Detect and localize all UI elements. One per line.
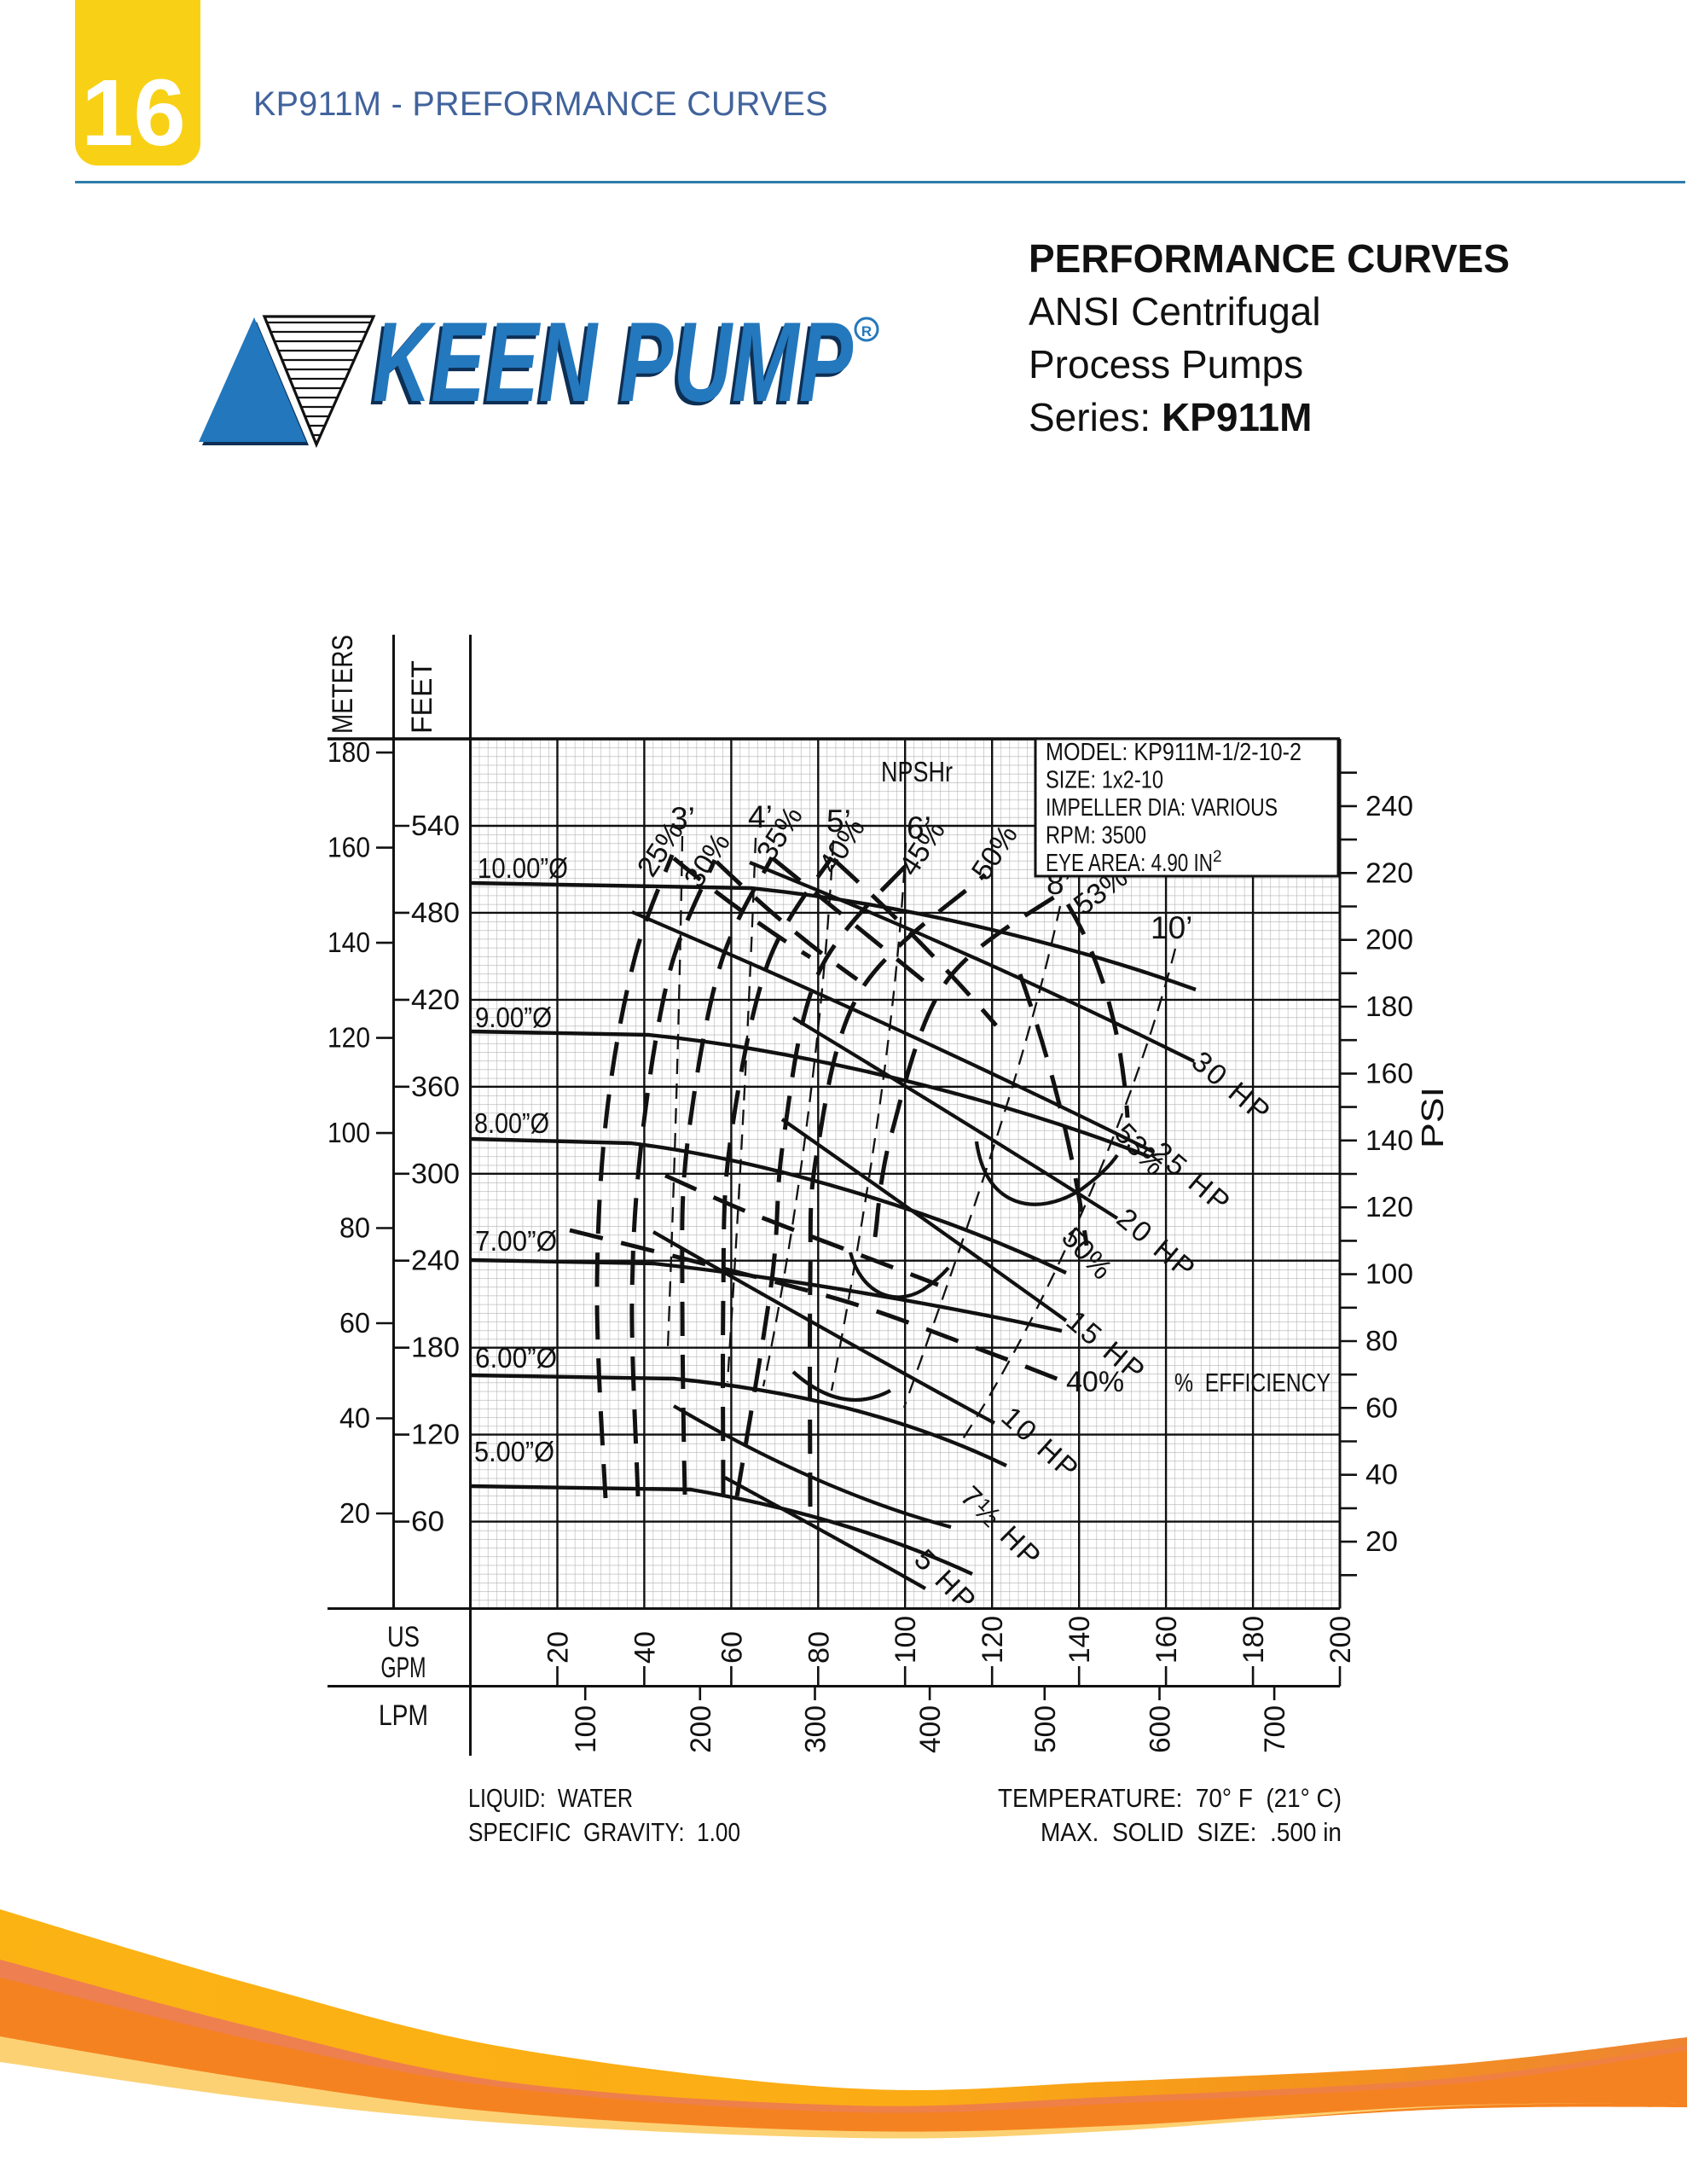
svg-text:US: US — [387, 1621, 420, 1653]
svg-text:9.00”Ø: 9.00”Ø — [475, 1002, 552, 1033]
svg-text:140: 140 — [1365, 1124, 1413, 1156]
svg-text:6.00”Ø: 6.00”Ø — [475, 1342, 557, 1374]
svg-text:100: 100 — [570, 1705, 602, 1753]
svg-text:360: 360 — [411, 1071, 460, 1102]
svg-text:180: 180 — [1238, 1616, 1270, 1664]
svg-text:40%: 40% — [1066, 1366, 1124, 1398]
svg-text:160: 160 — [328, 832, 370, 863]
svg-text:KEEN PUMP: KEEN PUMP — [373, 299, 853, 426]
svg-text:120: 120 — [1365, 1191, 1413, 1223]
svg-text:RPM: 3500: RPM: 3500 — [1046, 822, 1146, 850]
svg-text:LIQUID: WATER: LIQUID: WATER — [468, 1783, 633, 1813]
svg-text:LPM: LPM — [379, 1699, 428, 1732]
svg-text:100: 100 — [1365, 1258, 1413, 1290]
svg-text:80: 80 — [339, 1212, 370, 1244]
svg-text:480: 480 — [411, 897, 460, 928]
svg-text:500: 500 — [1029, 1705, 1062, 1753]
svg-text:220: 220 — [1365, 857, 1413, 888]
svg-text:80: 80 — [803, 1631, 835, 1664]
svg-text:300: 300 — [411, 1158, 460, 1189]
svg-text:240: 240 — [1365, 790, 1413, 822]
svg-text:420: 420 — [411, 984, 460, 1015]
svg-text:300: 300 — [800, 1705, 832, 1753]
svg-text:60: 60 — [1365, 1391, 1398, 1423]
svg-text:400: 400 — [914, 1705, 947, 1753]
svg-text:6’: 6’ — [907, 810, 931, 845]
svg-text:120: 120 — [977, 1616, 1009, 1664]
svg-text:R: R — [861, 323, 872, 340]
svg-text:SIZE: 1x2-10: SIZE: 1x2-10 — [1046, 767, 1163, 794]
svg-text:5.00”Ø: 5.00”Ø — [474, 1436, 554, 1467]
svg-text:40: 40 — [629, 1631, 661, 1664]
svg-text:20: 20 — [339, 1497, 370, 1529]
svg-text:180: 180 — [411, 1332, 460, 1363]
svg-text:MAX. SOLID SIZE: .500 in: MAX. SOLID SIZE: .500 in — [1041, 1817, 1342, 1847]
svg-text:160: 160 — [1365, 1057, 1413, 1089]
svg-text:100: 100 — [328, 1117, 370, 1148]
svg-text:% EFFICIENCY: % EFFICIENCY — [1174, 1368, 1330, 1397]
svg-text:8.00”Ø: 8.00”Ø — [474, 1107, 549, 1139]
svg-text:20: 20 — [542, 1631, 575, 1664]
svg-text:120: 120 — [328, 1022, 370, 1054]
svg-text:540: 540 — [411, 810, 460, 841]
svg-text:240: 240 — [411, 1245, 460, 1276]
svg-text:FEET: FEET — [406, 660, 438, 734]
svg-text:METERS: METERS — [327, 635, 359, 734]
svg-text:200: 200 — [1325, 1616, 1357, 1664]
svg-text:100: 100 — [890, 1616, 922, 1664]
svg-text:40: 40 — [339, 1403, 370, 1434]
svg-text:60: 60 — [716, 1631, 748, 1664]
svg-text:180: 180 — [1365, 990, 1413, 1022]
svg-text:TEMPERATURE: 70° F (21° C): TEMPERATURE: 70° F (21° C) — [998, 1783, 1342, 1813]
svg-text:NPSHr: NPSHr — [881, 756, 953, 787]
svg-text:IMPELLER DIA: VARIOUS: IMPELLER DIA: VARIOUS — [1046, 794, 1278, 822]
svg-text:140: 140 — [1064, 1616, 1096, 1664]
svg-text:200: 200 — [1365, 924, 1413, 956]
svg-text:EYE AREA: 4.90 IN2: EYE AREA: 4.90 IN2 — [1046, 848, 1222, 877]
svg-text:KEEN PUMP: KEEN PUMP — [369, 303, 849, 429]
svg-text:120: 120 — [411, 1419, 460, 1450]
svg-text:80: 80 — [1365, 1325, 1398, 1356]
svg-text:160: 160 — [1151, 1616, 1183, 1664]
svg-text:5’: 5’ — [826, 804, 851, 839]
svg-text:40: 40 — [1365, 1459, 1398, 1490]
svg-text:MODEL: KP911M-1/2-10-2: MODEL: KP911M-1/2-10-2 — [1046, 739, 1301, 766]
svg-text:7.00”Ø: 7.00”Ø — [475, 1225, 557, 1257]
svg-text:10’: 10’ — [1151, 910, 1192, 945]
svg-text:20: 20 — [1365, 1525, 1398, 1557]
svg-text:4’: 4’ — [748, 799, 773, 834]
svg-text:3’: 3’ — [670, 801, 695, 836]
svg-text:10.00”Ø: 10.00”Ø — [478, 852, 568, 884]
svg-text:200: 200 — [685, 1705, 717, 1753]
svg-text:600: 600 — [1145, 1705, 1177, 1753]
svg-text:GPM: GPM — [381, 1652, 426, 1684]
svg-text:140: 140 — [328, 926, 370, 958]
svg-text:PSI: PSI — [1415, 1087, 1450, 1148]
svg-text:60: 60 — [339, 1307, 370, 1339]
svg-text:180: 180 — [328, 736, 370, 768]
svg-text:700: 700 — [1259, 1705, 1291, 1753]
svg-text:SPECIFIC GRAVITY: 1.00: SPECIFIC GRAVITY: 1.00 — [468, 1817, 740, 1847]
svg-text:60: 60 — [411, 1506, 444, 1537]
